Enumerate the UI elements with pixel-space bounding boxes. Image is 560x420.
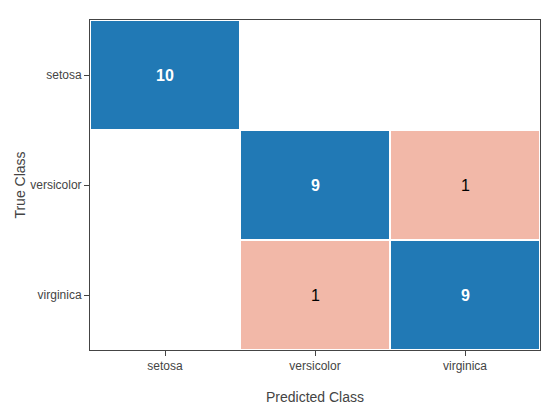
svg-text:setosa: setosa (46, 68, 82, 82)
svg-text:setosa: setosa (147, 359, 183, 373)
svg-text:True Class: True Class (12, 151, 28, 218)
svg-text:Predicted Class: Predicted Class (266, 389, 364, 405)
svg-text:10: 10 (156, 67, 174, 84)
svg-text:virginica: virginica (443, 359, 487, 373)
svg-text:9: 9 (311, 177, 320, 194)
svg-text:versicolor: versicolor (289, 359, 340, 373)
svg-text:9: 9 (461, 287, 470, 304)
svg-text:1: 1 (461, 177, 470, 194)
svg-text:versicolor: versicolor (30, 178, 81, 192)
svg-text:virginica: virginica (38, 288, 82, 302)
svg-text:1: 1 (311, 287, 320, 304)
